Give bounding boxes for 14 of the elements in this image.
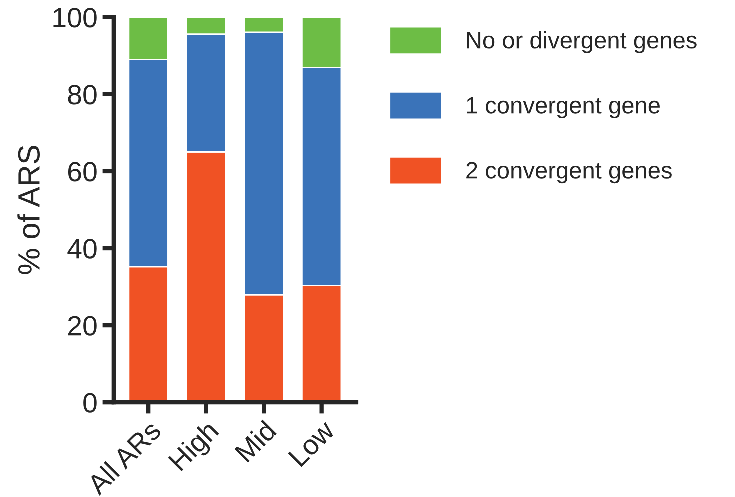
legend-label: 1 convergent gene [467, 97, 660, 119]
y-tick-label: 80 [68, 85, 97, 105]
x-tick-label: High [168, 420, 224, 476]
legend-label: No or divergent genes [467, 31, 697, 54]
y-axis-title: % of ARS [18, 146, 40, 274]
y-tick-label: 40 [68, 239, 97, 259]
y-tick-label: 20 [68, 316, 97, 336]
x-tick-label: Mid [234, 420, 278, 464]
legend-label: 2 convergent genes [466, 162, 672, 184]
y-tick-label: 0 [84, 393, 97, 413]
y-tick-label: 100 [54, 8, 97, 28]
x-tick-label: All ARs [85, 419, 162, 496]
x-tick-label: Low [288, 419, 336, 468]
y-tick-label: 60 [68, 162, 97, 182]
